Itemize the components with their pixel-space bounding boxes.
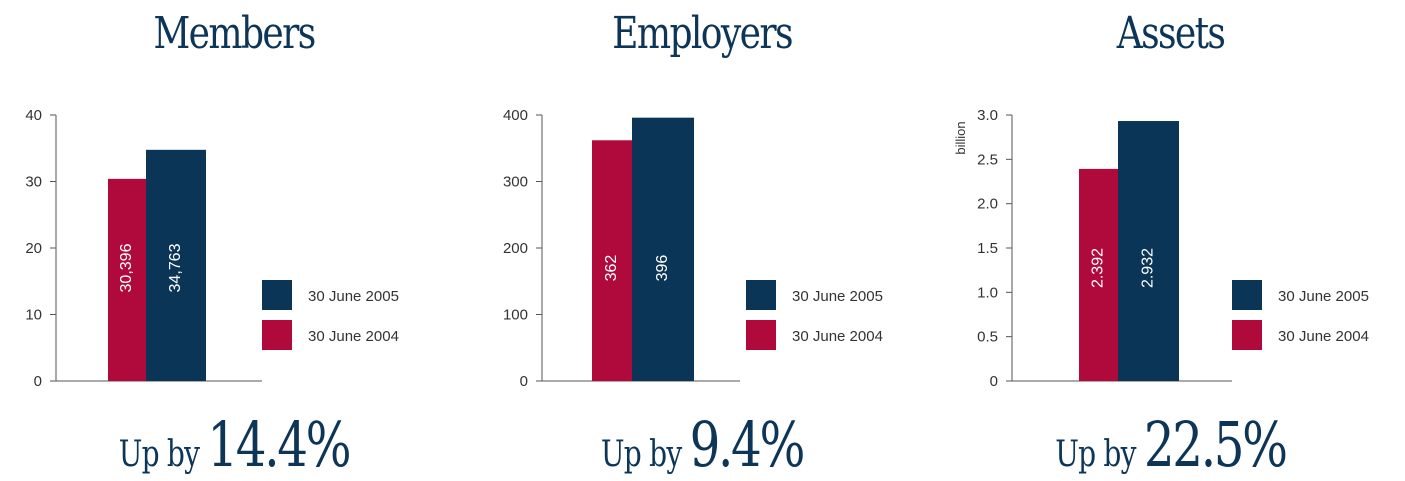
- bar: [146, 149, 206, 381]
- bar: [1079, 168, 1118, 381]
- y-tick-label: 200: [503, 240, 528, 257]
- y-tick-label: 3.0: [977, 107, 998, 124]
- bar-data-label: 2.392: [1090, 248, 1107, 288]
- unit-label: billion: [953, 121, 968, 154]
- y-tick-label: 0: [520, 373, 528, 390]
- footer-value: 14.4%: [207, 408, 351, 481]
- footer-prefix: Up by: [118, 434, 208, 475]
- employers-chart: 0 100 200 300 400 362 396 30 June 2005 30 June 2…: [503, 107, 883, 390]
- y-tick-label: 30: [25, 174, 42, 191]
- y-tick-label: 0.5: [977, 329, 998, 346]
- y-tick-label: 10: [25, 307, 42, 324]
- legend-label: 30 June 2005: [308, 288, 399, 305]
- bar: [592, 140, 632, 381]
- bar-data-label: 2.932: [1140, 248, 1157, 288]
- chart-title: Employers: [612, 8, 793, 59]
- employers-panel: Employers 0 100 200 300 400 362 396 30 June 200…: [468, 0, 936, 481]
- y-tick-label: 400: [503, 107, 528, 124]
- legend-swatch: [746, 280, 776, 310]
- legend-swatch: [262, 280, 292, 310]
- bar: [632, 117, 694, 381]
- legend-label: 30 June 2005: [1278, 288, 1369, 305]
- bar-data-label: 362: [603, 255, 620, 282]
- y-tick-label: 40: [25, 107, 42, 124]
- chart-footer: Up by 14.4%: [51, 408, 416, 481]
- legend-swatch: [746, 320, 776, 350]
- chart-footer: Up by 9.4%: [519, 408, 884, 481]
- y-tick-label: 20: [25, 240, 42, 257]
- chart-footer: Up by 22.5%: [988, 408, 1354, 481]
- members-panel: Members 0 10 20 30 40 30,396 34,763 30 June 200…: [0, 0, 468, 481]
- chart-title: Assets: [1116, 8, 1226, 59]
- bar-data-label: 34,763: [167, 243, 184, 292]
- chart-title: Members: [153, 8, 316, 59]
- y-tick-label: 2.0: [977, 196, 998, 213]
- bar-data-label: 30,396: [118, 243, 135, 292]
- footer-prefix: Up by: [1055, 434, 1144, 475]
- legend-label: 30 June 2004: [308, 328, 399, 345]
- legend-swatch: [1232, 280, 1262, 310]
- bar-data-label: 396: [654, 255, 671, 282]
- y-tick-label: 1.5: [977, 240, 998, 257]
- legend-label: 30 June 2004: [1278, 328, 1369, 345]
- y-tick-label: 0: [990, 373, 998, 390]
- footer-prefix: Up by: [600, 434, 690, 475]
- legend-swatch: [1232, 320, 1262, 350]
- footer-value: 9.4%: [689, 408, 806, 481]
- assets-chart: 0 0.5 1.0 1.5 2.0 2.5 3.0 billion 2.392 2.932 30 J…: [953, 107, 1369, 390]
- legend-label: 30 June 2005: [792, 288, 883, 305]
- y-tick-label: 1.0: [977, 284, 998, 301]
- bar: [1118, 121, 1179, 382]
- legend-label: 30 June 2004: [792, 328, 883, 345]
- y-tick-label: 2.5: [977, 151, 998, 168]
- assets-panel: Assets 0 0.5 1.0 1.5 2.0 2.5 3.0 billion 2.392 2.…: [936, 0, 1405, 481]
- y-tick-label: 100: [503, 307, 528, 324]
- members-chart: 0 10 20 30 40 30,396 34,763 30 June 2005 30 June…: [25, 107, 399, 390]
- legend-swatch: [262, 320, 292, 350]
- y-tick-label: 0: [34, 373, 42, 390]
- footer-value: 22.5%: [1143, 408, 1288, 481]
- y-tick-label: 300: [503, 174, 528, 191]
- bar: [108, 178, 146, 381]
